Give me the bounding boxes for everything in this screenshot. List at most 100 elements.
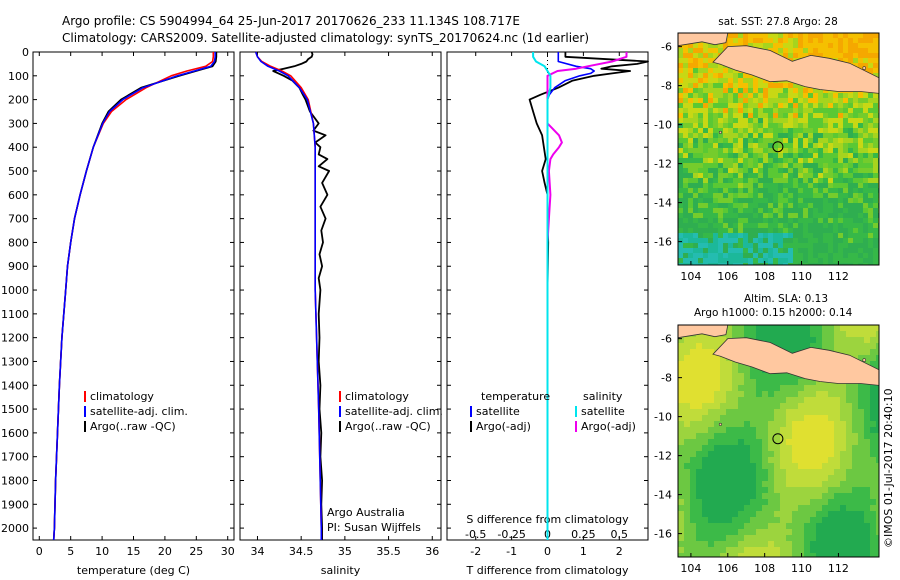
heatmap-cell xyxy=(818,113,823,118)
heatmap-cell xyxy=(780,499,786,505)
heatmap-cell xyxy=(870,391,876,397)
heatmap-cell xyxy=(743,188,748,193)
heatmap-cell xyxy=(738,373,744,379)
heatmap-cell xyxy=(868,48,873,53)
heatmap-cell xyxy=(858,391,864,397)
heatmap-cell xyxy=(876,553,879,557)
heatmap-cell xyxy=(834,439,840,445)
heatmap-cell xyxy=(758,113,763,118)
heatmap-cell xyxy=(868,58,873,63)
heatmap-cell xyxy=(818,108,823,113)
heatmap-cell xyxy=(696,385,702,391)
map-subtitle: Argo h1000: 0.15 h2000: 0.14 xyxy=(694,307,853,319)
heatmap-cell xyxy=(858,133,863,138)
heatmap-cell xyxy=(858,243,863,248)
heatmap-cell xyxy=(756,523,762,529)
heatmap-cell xyxy=(852,391,858,397)
heatmap-cell xyxy=(688,83,693,88)
heatmap-cell xyxy=(684,457,690,463)
heatmap-cell xyxy=(834,547,840,553)
heatmap-cell xyxy=(774,331,780,337)
heatmap-cell xyxy=(690,463,696,469)
heatmap-cell xyxy=(823,198,828,203)
heatmap-cell xyxy=(698,248,703,253)
heatmap-cell xyxy=(828,258,833,263)
heatmap-cell xyxy=(743,213,748,218)
heatmap-cell xyxy=(743,193,748,198)
heatmap-cell xyxy=(838,123,843,128)
heatmap-cell xyxy=(714,499,720,505)
heatmap-cell xyxy=(763,188,768,193)
heatmap-cell xyxy=(828,433,834,439)
x-tick-label: 10 xyxy=(95,545,109,558)
heatmap-cell xyxy=(720,505,726,511)
heatmap-cell xyxy=(762,409,768,415)
heatmap-cell xyxy=(783,98,788,103)
heatmap-cell xyxy=(823,243,828,248)
heatmap-cell xyxy=(834,553,840,557)
heatmap-cell xyxy=(858,128,863,133)
heatmap-cell xyxy=(743,73,748,78)
heatmap-cell xyxy=(870,355,876,361)
depth-tick-label: 1200 xyxy=(1,332,29,345)
heatmap-cell xyxy=(818,33,823,38)
heatmap-cell xyxy=(852,457,858,463)
heatmap-cell xyxy=(688,213,693,218)
heatmap-cell xyxy=(723,253,728,258)
heatmap-cell xyxy=(808,258,813,263)
heatmap-cell xyxy=(828,263,833,265)
heatmap-cell xyxy=(840,337,846,343)
heatmap-cell xyxy=(756,469,762,475)
heatmap-cell xyxy=(818,148,823,153)
heatmap-cell xyxy=(853,93,858,98)
heatmap-cell xyxy=(873,98,878,103)
heatmap-cell xyxy=(848,173,853,178)
heatmap-cell xyxy=(723,208,728,213)
heatmap-cell xyxy=(750,535,756,541)
heatmap-cell xyxy=(773,83,778,88)
heatmap-cell xyxy=(738,505,744,511)
heatmap-cell xyxy=(816,463,822,469)
heatmap-cell xyxy=(693,233,698,238)
heatmap-cell xyxy=(698,208,703,213)
heatmap-cell xyxy=(876,415,879,421)
heatmap-cell xyxy=(876,535,879,541)
heatmap-cell xyxy=(863,188,868,193)
heatmap-cell xyxy=(762,415,768,421)
heatmap-cell xyxy=(774,409,780,415)
heatmap-cell xyxy=(714,529,720,535)
heatmap-cell xyxy=(678,553,684,557)
heatmap-cell xyxy=(846,331,852,337)
heatmap-cell xyxy=(864,439,870,445)
heatmap-cell xyxy=(773,173,778,178)
heatmap-cell xyxy=(678,93,683,98)
heatmap-cell xyxy=(744,421,750,427)
heatmap-cell xyxy=(808,153,813,158)
heatmap-cell xyxy=(798,198,803,203)
heatmap-cell xyxy=(873,208,878,213)
heatmap-cell xyxy=(858,98,863,103)
heatmap-cell xyxy=(848,198,853,203)
heatmap-cell xyxy=(813,263,818,265)
heatmap-cell xyxy=(834,475,840,481)
heatmap-cell xyxy=(714,511,720,517)
heatmap-cell xyxy=(713,123,718,128)
heatmap-cell xyxy=(738,385,744,391)
x-tick-label: 25 xyxy=(189,545,203,558)
heatmap-cell xyxy=(843,213,848,218)
heatmap-cell xyxy=(793,193,798,198)
heatmap-cell xyxy=(738,38,743,43)
heatmap-cell xyxy=(873,248,878,253)
heatmap-cell xyxy=(768,397,774,403)
heatmap-cell xyxy=(678,493,684,499)
heatmap-cell xyxy=(733,158,738,163)
heatmap-cell xyxy=(683,53,688,58)
heatmap-cell xyxy=(828,163,833,168)
heatmap-cell xyxy=(818,98,823,103)
heatmap-cell xyxy=(758,198,763,203)
heatmap-cell xyxy=(793,173,798,178)
heatmap-cell xyxy=(778,103,783,108)
heatmap-cell xyxy=(798,451,804,457)
heatmap-cell xyxy=(703,128,708,133)
heatmap-cell xyxy=(773,248,778,253)
